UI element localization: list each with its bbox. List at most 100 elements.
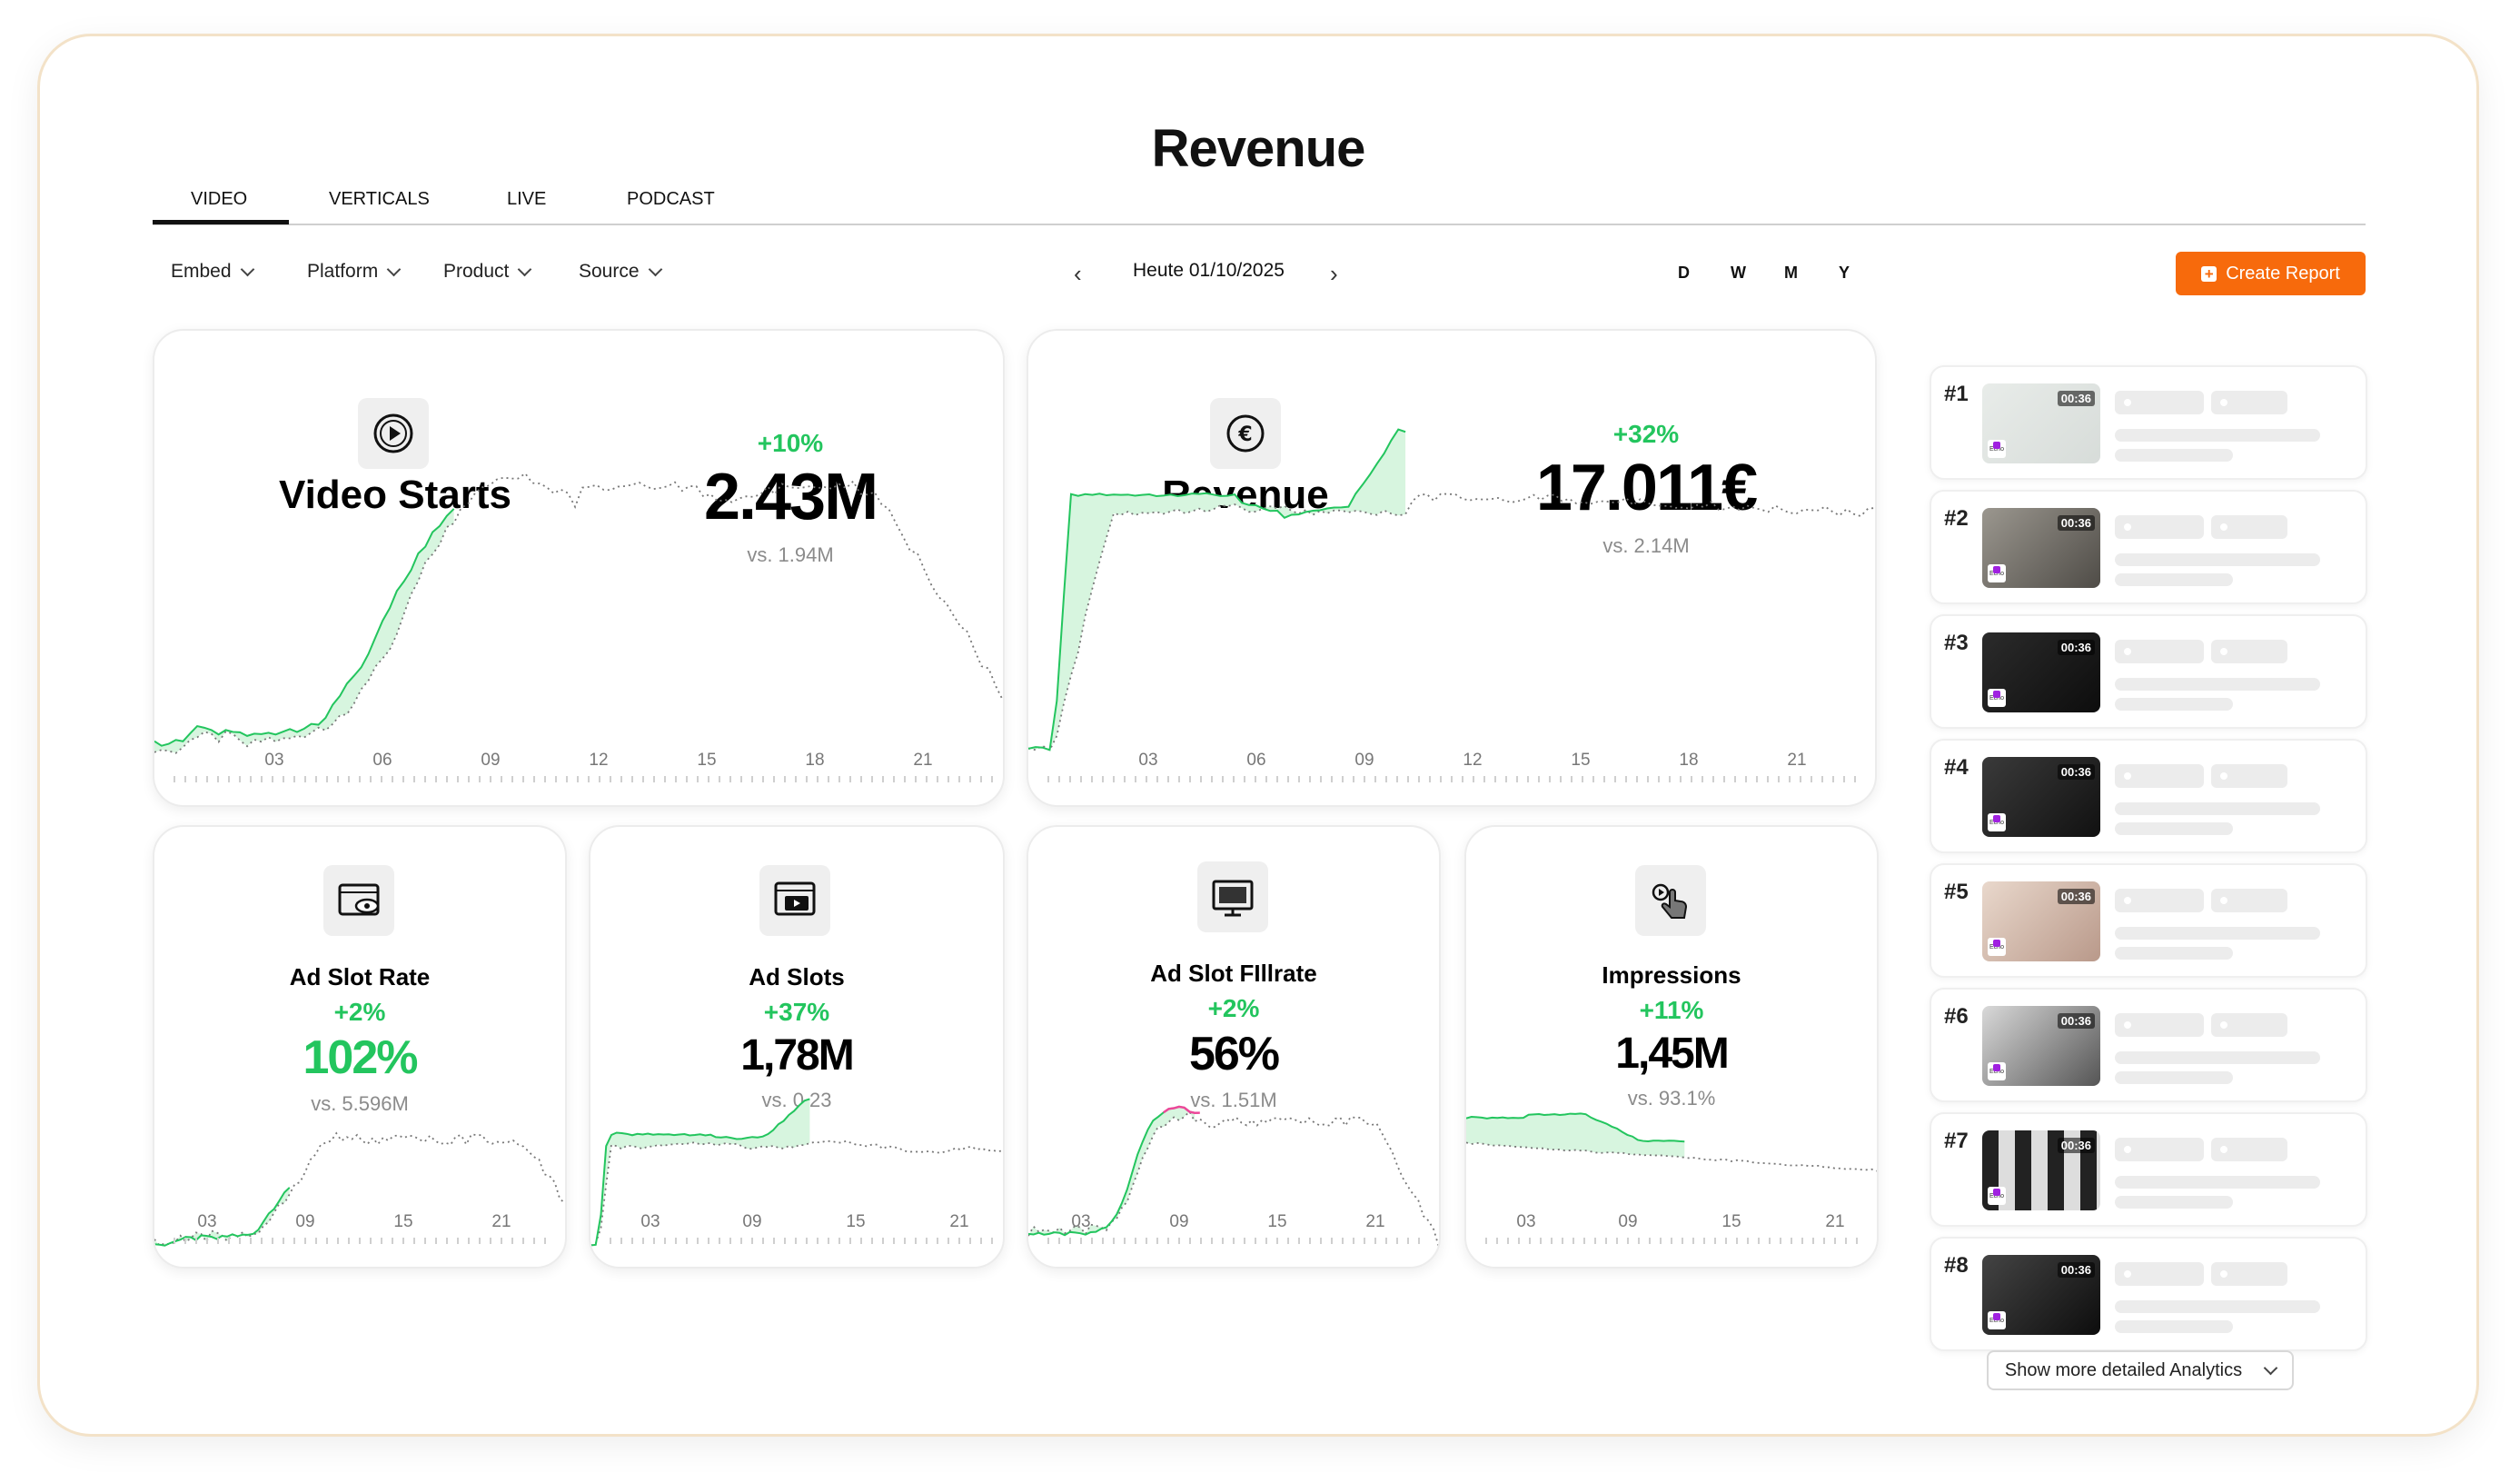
filter-embed[interactable]: Embed xyxy=(171,261,254,283)
range-week[interactable]: W xyxy=(1731,264,1746,282)
ad-slots-chart: 03 09 15 21 xyxy=(590,1098,1003,1247)
placeholder-line xyxy=(2115,678,2320,691)
axis-tick-label: 21 xyxy=(1365,1212,1384,1231)
top-video-item[interactable]: #7 00:36 Echo xyxy=(1930,1112,2367,1227)
tab-live[interactable]: LIVE xyxy=(507,189,547,209)
axis-tick-label: 21 xyxy=(1825,1212,1844,1231)
revenue-vs: vs. 2.14M xyxy=(1602,534,1690,557)
top-video-item[interactable]: #4 00:36 Echo xyxy=(1930,739,2367,853)
tabs-divider xyxy=(153,224,2366,225)
ad-slot-fillrate-value: 56% xyxy=(1188,1028,1280,1080)
app-window: Revenue VIDEO VERTICALS LIVE PODCAST Emb… xyxy=(40,36,2476,1434)
filter-embed-label: Embed xyxy=(171,261,232,282)
impressions-label: Impressions xyxy=(1602,961,1741,989)
euro-icon: € xyxy=(1210,398,1281,469)
brand-logo: Echo xyxy=(1988,1062,2006,1080)
reference-series-line xyxy=(1028,1110,1439,1249)
chevron-down-icon xyxy=(518,262,532,276)
revenue-delta: +32% xyxy=(1612,420,1680,448)
top-video-item[interactable]: #8 00:36 Echo xyxy=(1930,1237,2367,1351)
ad-slots-delta: +37% xyxy=(763,998,830,1026)
placeholder-tag xyxy=(2211,764,2287,788)
placeholder-line xyxy=(2115,449,2233,462)
video-thumbnail[interactable]: 00:36 Echo xyxy=(1982,383,2100,463)
video-thumbnail[interactable]: 00:36 Echo xyxy=(1982,632,2100,712)
placeholder-line xyxy=(2115,698,2233,711)
placeholder-tag xyxy=(2211,515,2287,539)
current-series-line xyxy=(1466,1112,1685,1143)
placeholder-tag xyxy=(2115,640,2204,663)
chart-fill-area xyxy=(154,1187,290,1246)
axis-tick-label: 21 xyxy=(1787,751,1806,770)
tab-podcast[interactable]: PODCAST xyxy=(627,189,715,209)
placeholder-tag xyxy=(2115,1262,2204,1286)
filter-product[interactable]: Product xyxy=(443,261,532,283)
chart-fill-area xyxy=(1466,1113,1685,1158)
ad-slot-rate-label: Ad Slot Rate xyxy=(289,963,431,990)
video-rank: #7 xyxy=(1944,1129,1969,1153)
create-report-button[interactable]: + Create Report xyxy=(2176,252,2366,295)
axis-tick-label: 03 xyxy=(1138,751,1157,770)
reference-series-line xyxy=(154,472,1003,754)
video-starts-value: 2.43M xyxy=(703,461,878,533)
negative-segment-line xyxy=(1163,1105,1200,1114)
axis-tick-label: 15 xyxy=(697,751,716,770)
range-day[interactable]: D xyxy=(1678,264,1690,282)
video-duration: 00:36 xyxy=(2057,1262,2095,1278)
impressions-card: Impressions +11% 1,45M vs. 93.1% 03 09 15 2… xyxy=(1464,825,1879,1269)
tab-video[interactable]: VIDEO xyxy=(191,189,248,209)
top-video-item[interactable]: #6 00:36 Echo xyxy=(1930,988,2367,1102)
ad-slot-rate-card: Ad Slot Rate +2% 102% vs. 5.596M 03 09 15 2… xyxy=(153,825,567,1269)
placeholder-tag xyxy=(2115,889,2204,912)
video-thumbnail[interactable]: 00:36 Echo xyxy=(1982,1006,2100,1086)
axis-tick-label: 15 xyxy=(1267,1212,1286,1231)
show-more-label: Show more detailed Analytics xyxy=(2004,1359,2243,1380)
axis-tick-label: 18 xyxy=(1679,751,1698,770)
revenue-value: 17.011€ xyxy=(1535,452,1758,524)
video-starts-vs: vs. 1.94M xyxy=(747,543,834,566)
ad-slot-fillrate-card: Ad Slot FIllrate +2% 56% vs. 1.51M 03 09 1… xyxy=(1027,825,1441,1269)
placeholder-tag xyxy=(2115,515,2204,539)
axis-tick-label: 09 xyxy=(295,1212,314,1231)
video-thumbnail[interactable]: 00:36 Echo xyxy=(1982,1130,2100,1210)
range-year[interactable]: Y xyxy=(1839,264,1850,282)
top-video-item[interactable]: #1 00:36 Echo xyxy=(1930,365,2367,480)
placeholder-tag xyxy=(2115,764,2204,788)
video-duration: 00:36 xyxy=(2057,1013,2095,1029)
placeholder-line xyxy=(2115,573,2233,586)
video-thumbnail[interactable]: 00:36 Echo xyxy=(1982,881,2100,961)
top-video-item[interactable]: #3 00:36 Echo xyxy=(1930,614,2367,729)
active-tab-indicator xyxy=(153,220,289,224)
video-thumbnail[interactable]: 00:36 Echo xyxy=(1982,1255,2100,1335)
filter-platform[interactable]: Platform xyxy=(307,261,402,283)
filter-product-label: Product xyxy=(443,261,510,282)
placeholder-line xyxy=(2115,1196,2233,1209)
video-duration: 00:36 xyxy=(2057,640,2095,655)
chevron-right-icon[interactable]: › xyxy=(1330,260,1338,287)
brand-logo: Echo xyxy=(1988,689,2006,707)
ad-slot-fillrate-label: Ad Slot FIllrate xyxy=(1150,960,1317,987)
video-thumbnail[interactable]: 00:36 Echo xyxy=(1982,757,2100,837)
video-rank: #3 xyxy=(1944,631,1969,655)
video-thumbnail[interactable]: 00:36 Echo xyxy=(1982,508,2100,588)
filter-source[interactable]: Source xyxy=(579,261,662,283)
show-more-analytics-button[interactable]: Show more detailed Analytics xyxy=(1987,1350,2294,1390)
tab-verticals[interactable]: VERTICALS xyxy=(329,189,430,209)
video-rank: #1 xyxy=(1944,382,1969,406)
plus-square-icon: + xyxy=(2201,265,2217,282)
chart-fill-area xyxy=(590,1099,810,1246)
placeholder-tag xyxy=(2211,889,2287,912)
video-rank: #5 xyxy=(1944,880,1969,904)
top-video-item[interactable]: #2 00:36 Echo xyxy=(1930,490,2367,604)
date-label[interactable]: Heute 01/10/2025 xyxy=(1133,260,1285,281)
axis-tick-label: 09 xyxy=(1618,1212,1637,1231)
axis-tick-label: 09 xyxy=(481,751,500,770)
reference-series-line xyxy=(590,1140,1003,1247)
top-video-item[interactable]: #5 00:36 Echo xyxy=(1930,863,2367,978)
chevron-left-icon[interactable]: ‹ xyxy=(1074,260,1082,287)
video-starts-delta: +10% xyxy=(757,429,824,457)
placeholder-line xyxy=(2115,1300,2320,1313)
range-month[interactable]: M xyxy=(1784,264,1798,282)
axis-tick-label: 09 xyxy=(1354,751,1374,770)
revenue-chart: 03 06 09 12 15 18 21 xyxy=(1028,428,1875,782)
